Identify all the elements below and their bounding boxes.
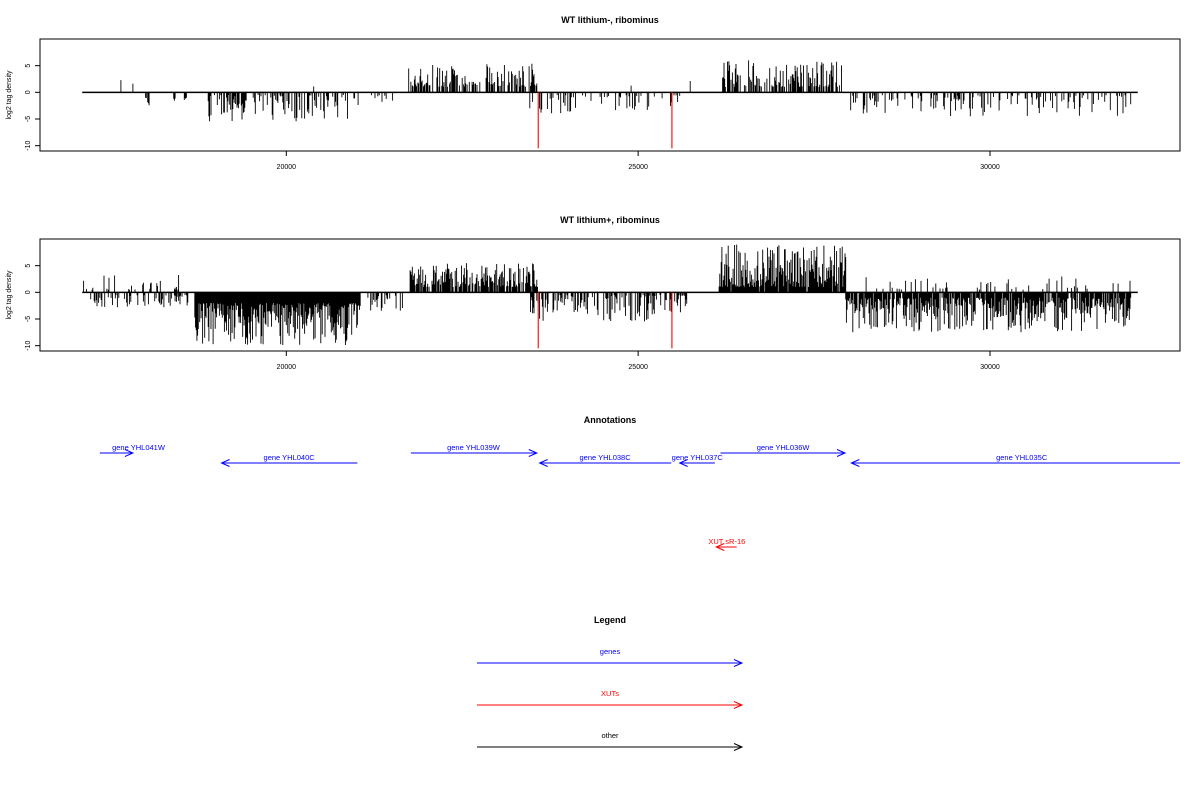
arrow-head-icon xyxy=(538,459,548,467)
feature-gene: gene YHL040C xyxy=(220,453,358,467)
positive-bars xyxy=(83,244,1131,293)
position-markers xyxy=(537,292,673,349)
arrow-head-icon xyxy=(715,543,725,551)
feature-label: gene YHL036W xyxy=(757,443,811,452)
plot-frame xyxy=(39,38,1181,152)
chart-title: WT lithium+, ribominus xyxy=(560,215,660,225)
bar-mark xyxy=(145,92,1132,122)
feature-gene: gene YHL035C xyxy=(850,453,1180,467)
arrow-head-icon xyxy=(836,449,847,457)
feature-gene: gene YHL037C xyxy=(672,453,724,467)
x-tick-label: 20000 xyxy=(277,364,297,371)
x-tick-label: 25000 xyxy=(628,364,648,371)
negative-bars xyxy=(90,292,1132,345)
feature-label: gene YHL037C xyxy=(672,453,724,462)
legend-item-gene: genes xyxy=(477,647,744,667)
negative-bars xyxy=(145,92,1132,122)
y-tick-label: -10 xyxy=(25,341,32,351)
x-axis: 20000 25000 30000 xyxy=(277,351,1000,371)
arrow-head-icon xyxy=(528,449,539,457)
arrow-head-icon xyxy=(220,459,230,467)
y-tick-label: 5 xyxy=(25,64,32,68)
legend: Legend genes XUTs other xyxy=(477,615,744,751)
legend-item-label: XUTs xyxy=(601,689,619,698)
y-axis: -10 -5 0 5 xyxy=(25,264,40,351)
feature-label: gene YHL039W xyxy=(447,443,501,452)
y-axis-label: log2 tag density xyxy=(6,70,13,120)
y-tick-label: 5 xyxy=(25,264,32,268)
legend-title: Legend xyxy=(594,615,626,625)
arrow-head-icon xyxy=(733,743,744,751)
feature-label: gene YHL041W xyxy=(112,443,166,452)
legend-item-xut: XUTs xyxy=(477,689,744,709)
feature-label: gene YHL040C xyxy=(264,453,316,462)
arrow-head-icon xyxy=(850,459,860,467)
panel-lithium-minus: WT lithium-, ribominus 20000 25000 30000 -… xyxy=(6,15,1181,171)
y-axis-label: log2 tag density xyxy=(6,270,13,320)
x-tick-label: 30000 xyxy=(980,164,1000,171)
y-tick-label: -10 xyxy=(25,141,32,151)
y-tick-label: -5 xyxy=(25,316,32,322)
feature-gene: gene YHL041W xyxy=(99,443,166,457)
feature-label: XUT sR-16 xyxy=(708,537,745,546)
arrow-head-icon xyxy=(124,449,135,457)
feature-label: gene YHL038C xyxy=(579,453,631,462)
x-tick-label: 30000 xyxy=(980,364,1000,371)
feature-label: gene YHL035C xyxy=(996,453,1048,462)
feature-gene: gene YHL036W xyxy=(720,443,847,457)
feature-gene: gene YHL038C xyxy=(538,453,672,467)
feature-xut: XUT sR-16 xyxy=(708,537,745,551)
y-tick-label: -5 xyxy=(25,116,32,122)
bar-mark xyxy=(120,60,842,93)
panel-lithium-plus: WT lithium+, ribominus 20000 25000 30000 -… xyxy=(6,215,1181,371)
plot-frame xyxy=(39,238,1181,352)
x-axis: 20000 25000 30000 xyxy=(277,151,1000,171)
arrow-head-icon xyxy=(678,459,688,467)
arrow-head-icon xyxy=(733,659,744,667)
y-tick-label: 0 xyxy=(25,290,32,294)
x-tick-label: 25000 xyxy=(628,164,648,171)
y-axis: -10 -5 0 5 xyxy=(25,64,40,151)
legend-items: genes XUTs other xyxy=(477,647,744,751)
bar-mark xyxy=(83,244,1131,293)
legend-item-other: other xyxy=(477,731,744,751)
legend-item-label: genes xyxy=(600,647,621,656)
feature-gene: gene YHL039W xyxy=(410,443,539,457)
arrow-head-icon xyxy=(733,701,744,709)
position-markers xyxy=(537,92,673,149)
x-tick-label: 20000 xyxy=(277,164,297,171)
legend-item-label: other xyxy=(601,731,619,740)
bar-mark xyxy=(90,292,1132,345)
positive-bars xyxy=(120,60,842,93)
chart-title: WT lithium-, ribominus xyxy=(561,15,659,25)
annotations-title: Annotations xyxy=(584,415,637,425)
y-tick-label: 0 xyxy=(25,90,32,94)
feature-arrows: gene YHL041W gene YHL040C gene YHL039W gene… xyxy=(99,443,1180,551)
